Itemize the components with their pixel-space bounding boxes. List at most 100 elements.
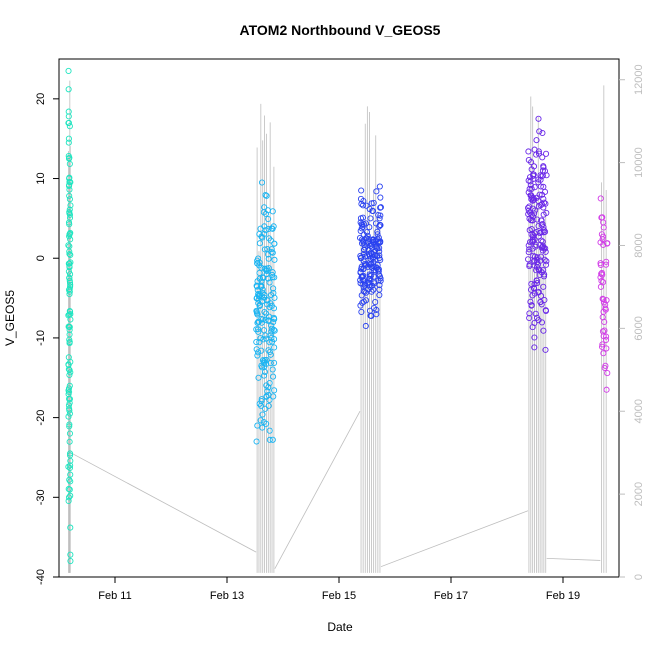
data-point: [540, 211, 547, 218]
data-point: [530, 258, 537, 265]
data-point: [360, 202, 367, 209]
data-point: [271, 336, 278, 343]
data-point: [271, 344, 278, 351]
data-point: [260, 336, 267, 343]
data-point: [360, 246, 368, 254]
data-point: [603, 258, 610, 265]
data-point: [538, 222, 545, 229]
data-point: [525, 242, 532, 249]
data-point: [368, 288, 375, 295]
data-point: [531, 285, 538, 292]
data-point: [377, 204, 384, 211]
data-point: [528, 159, 535, 166]
data-point: [66, 277, 73, 284]
data-point: [540, 273, 548, 280]
data-point: [542, 228, 549, 235]
data-point: [363, 297, 370, 304]
data-point: [370, 286, 377, 293]
data-point: [538, 301, 545, 308]
data-point: [528, 280, 535, 288]
data-point: [259, 411, 266, 418]
data-point: [370, 199, 377, 206]
data-point: [527, 217, 534, 224]
data-point: [363, 252, 370, 259]
data-point: [256, 339, 263, 346]
data-point: [359, 273, 366, 280]
data-point: [266, 348, 273, 356]
data-point: [602, 305, 609, 312]
data-point: [376, 255, 383, 262]
data-point: [366, 271, 373, 278]
data-point: [256, 240, 263, 247]
data-point: [368, 260, 375, 268]
data-point: [265, 384, 272, 391]
data-point: [66, 389, 73, 396]
data-point: [361, 288, 368, 295]
data-point: [374, 228, 381, 235]
data-point: [66, 230, 73, 237]
data-point: [259, 424, 266, 431]
data-point: [257, 417, 264, 424]
data-point: [255, 374, 262, 381]
data-point: [525, 211, 532, 218]
data-point: [66, 260, 73, 267]
data-point: [258, 319, 265, 326]
data-point: [65, 113, 72, 120]
data-point: [67, 471, 74, 478]
data-point: [66, 233, 73, 240]
data-point: [253, 295, 260, 302]
data-point: [66, 399, 73, 406]
data-point: [66, 279, 74, 286]
data-point: [253, 307, 260, 314]
data-point: [531, 210, 538, 217]
data-point: [66, 423, 73, 430]
data-point: [66, 250, 73, 258]
data-point: [530, 172, 537, 179]
data-point: [265, 255, 272, 262]
data-point: [530, 238, 537, 245]
data-point: [258, 396, 265, 403]
data-point: [598, 214, 605, 221]
data-point: [538, 173, 545, 180]
data-point: [263, 335, 270, 342]
data-point: [254, 311, 261, 318]
data-point: [533, 137, 540, 144]
data-point: [531, 319, 538, 327]
x-tick-label: Feb 17: [434, 590, 468, 602]
data-point: [377, 277, 384, 284]
data-point: [263, 420, 270, 427]
data-point: [264, 301, 271, 308]
data-point: [65, 497, 72, 505]
data-point: [253, 282, 260, 289]
data-point: [525, 249, 532, 256]
y2-tick-label: 0: [633, 574, 645, 580]
data-point: [65, 268, 72, 275]
data-point: [258, 315, 265, 323]
data-point: [65, 361, 72, 368]
data-point: [369, 207, 377, 215]
y-tick-label: -30: [35, 489, 47, 505]
data-point: [253, 346, 260, 353]
data-point: [527, 239, 534, 246]
data-point: [540, 283, 547, 290]
data-point: [66, 285, 73, 292]
y-tick-label: -10: [35, 330, 47, 346]
data-point: [600, 296, 607, 303]
data-point: [271, 387, 278, 394]
data-point: [525, 177, 532, 184]
data-point: [599, 341, 606, 348]
data-point: [65, 182, 73, 189]
data-point: [269, 366, 276, 373]
data-point: [261, 357, 269, 364]
data-point: [597, 260, 604, 267]
data-point: [265, 317, 272, 325]
data-point: [542, 307, 549, 314]
data-point: [66, 264, 73, 271]
data-point: [535, 115, 542, 122]
data-point: [265, 275, 272, 282]
data-point: [534, 216, 541, 223]
data-point: [255, 349, 262, 356]
data-point: [65, 86, 72, 93]
data-point: [270, 373, 277, 380]
data-point: [65, 242, 72, 249]
